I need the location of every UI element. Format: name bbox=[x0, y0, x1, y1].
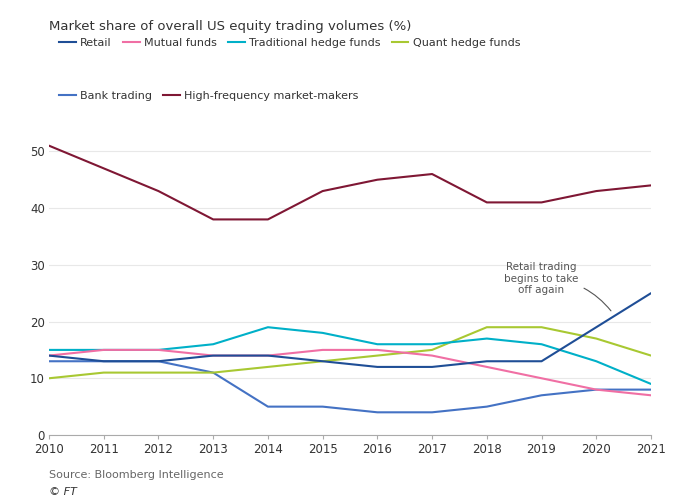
Text: © FT: © FT bbox=[49, 487, 77, 497]
Text: Retail trading
begins to take
off again: Retail trading begins to take off again bbox=[505, 262, 611, 311]
Legend: Bank trading, High-frequency market-makers: Bank trading, High-frequency market-make… bbox=[55, 86, 363, 106]
Text: Source: Bloomberg Intelligence: Source: Bloomberg Intelligence bbox=[49, 470, 223, 480]
Text: Market share of overall US equity trading volumes (%): Market share of overall US equity tradin… bbox=[49, 20, 412, 33]
